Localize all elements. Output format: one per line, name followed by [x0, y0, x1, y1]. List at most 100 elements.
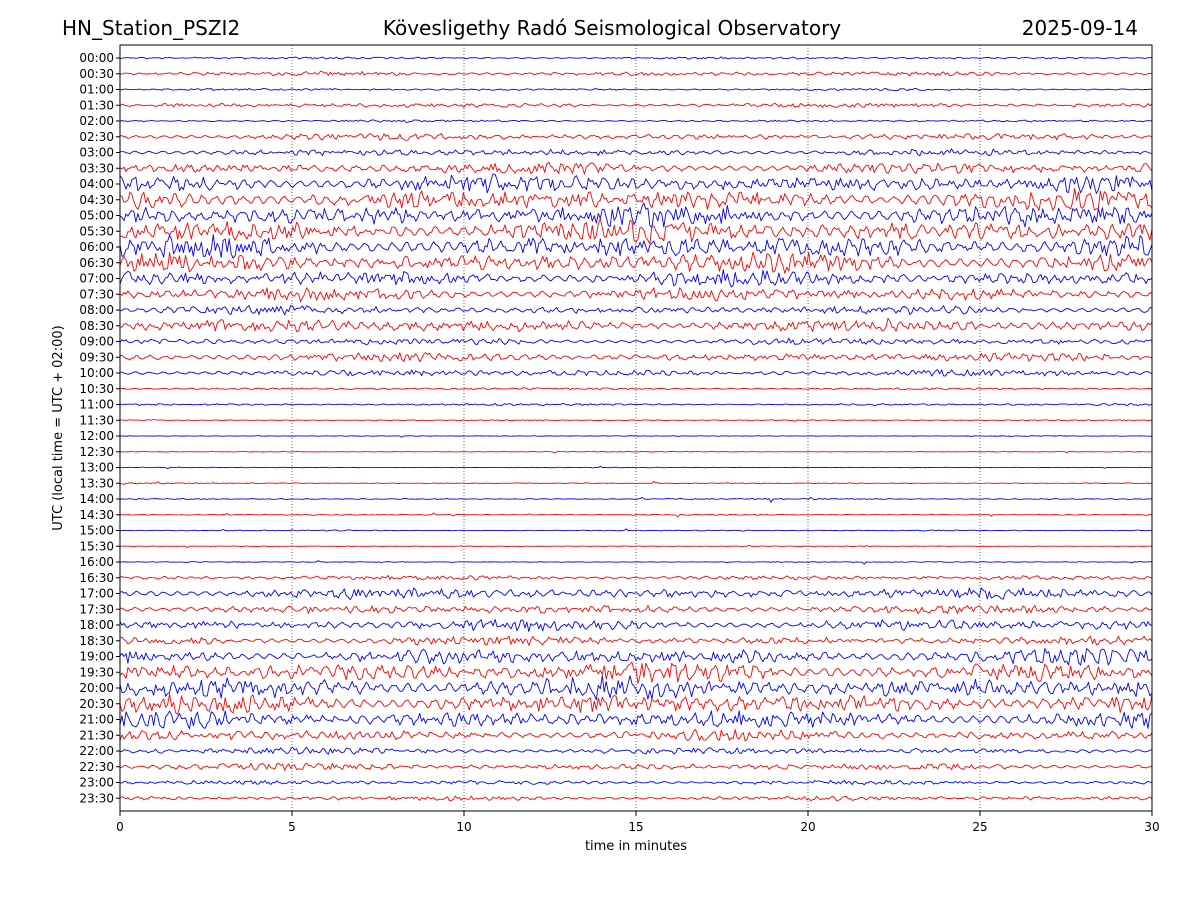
seismic-trace: [119, 133, 1153, 141]
seismic-trace: [119, 574, 1153, 581]
y-tick-label: 08:30: [79, 319, 114, 333]
x-tick-label: 15: [628, 820, 643, 834]
y-tick-label: 01:00: [79, 83, 114, 97]
y-tick-label: 23:30: [79, 791, 114, 805]
seismic-trace: [119, 418, 1153, 422]
y-tick-label: 17:30: [79, 602, 114, 616]
seismic-trace: [119, 102, 1153, 108]
y-tick-label: 21:00: [79, 713, 114, 727]
seismic-trace: [119, 161, 1153, 175]
y-tick-label: 15:00: [79, 524, 114, 538]
y-tick-label: 15:30: [79, 539, 114, 553]
y-tick-label: 17:00: [79, 587, 114, 601]
x-tick-label: 0: [116, 820, 124, 834]
seismic-trace: [119, 251, 1153, 274]
y-tick-label: 05:30: [79, 224, 114, 238]
y-tick-label: 10:30: [79, 382, 114, 396]
y-tick-label: 02:30: [79, 130, 114, 144]
y-tick-label: 14:00: [79, 492, 114, 506]
seismic-trace: [119, 465, 1153, 470]
observatory-title: Kövesligethy Radó Seismological Observat…: [383, 16, 841, 40]
y-tick-label: 11:30: [79, 413, 114, 427]
y-tick-label: 22:30: [79, 760, 114, 774]
seismic-trace: [119, 661, 1153, 684]
seismic-trace: [119, 70, 1153, 77]
seismic-trace: [119, 728, 1153, 742]
y-tick-label: 05:00: [79, 209, 114, 223]
y-tick-label: 16:30: [79, 571, 114, 585]
y-tick-label: 02:00: [79, 114, 114, 128]
y-tick-label: 06:30: [79, 256, 114, 270]
x-axis-label: time in minutes: [585, 839, 687, 854]
x-tick-label: 5: [288, 820, 296, 834]
seismic-trace: [119, 528, 1153, 532]
y-tick-label: 04:30: [79, 193, 114, 207]
seismic-trace: [119, 587, 1153, 601]
y-axis-label: UTC (local time = UTC + 02:00): [51, 325, 66, 530]
vertical-grid: [291, 45, 981, 811]
seismic-trace: [119, 369, 1153, 377]
date-title: 2025-09-14: [1022, 16, 1138, 40]
seismic-trace: [119, 560, 1153, 565]
x-tick-label: 20: [800, 820, 815, 834]
seismic-trace: [119, 173, 1153, 194]
y-tick-label: 16:00: [79, 555, 114, 569]
seismic-trace: [119, 337, 1153, 346]
y-tick-label: 20:00: [79, 681, 114, 695]
seismic-trace: [119, 762, 1153, 771]
y-tick-label: 14:30: [79, 508, 114, 522]
seismic-trace: [119, 218, 1153, 245]
y-tick-label: 07:30: [79, 287, 114, 301]
seismic-trace: [119, 387, 1153, 391]
seismic-trace: [119, 202, 1153, 229]
seismic-trace: [119, 746, 1153, 755]
x-tick-label: 30: [1144, 820, 1159, 834]
seismic-trace: [119, 119, 1153, 123]
y-tick-label: 23:00: [79, 776, 114, 790]
seismic-trace: [119, 435, 1153, 438]
x-tick-label: 25: [972, 820, 987, 834]
plot-frame: [119, 44, 1153, 812]
x-tick-label: 10: [456, 820, 471, 834]
y-tick-label: 08:00: [79, 303, 114, 317]
seismic-trace: [119, 56, 1153, 60]
seismic-trace: [119, 87, 1153, 92]
seismic-trace: [119, 287, 1153, 303]
x-axis-ticks: 0 5 10 15 20 25 30: [116, 811, 1160, 834]
y-tick-label: 04:00: [79, 177, 114, 191]
seismic-trace: [119, 480, 1153, 485]
y-tick-label: 19:00: [79, 650, 114, 664]
y-tick-label: 10:00: [79, 366, 114, 380]
seismic-trace: [119, 635, 1153, 646]
seismic-trace: [119, 710, 1153, 730]
y-tick-label: 20:30: [79, 697, 114, 711]
seismic-trace: [119, 648, 1153, 666]
y-tick-label: 13:00: [79, 461, 114, 475]
y-tick-label: 12:30: [79, 445, 114, 459]
seismic-trace: [119, 674, 1153, 701]
y-tick-label: 01:30: [79, 98, 114, 112]
seismic-trace: [119, 619, 1153, 632]
seismic-trace: [119, 234, 1153, 259]
y-tick-label: 11:00: [79, 398, 114, 412]
seismic-trace: [119, 352, 1153, 363]
seismic-trace: [119, 188, 1153, 212]
y-tick-label: 00:30: [79, 67, 114, 81]
seismic-trace: [119, 693, 1153, 715]
y-tick-label: 13:30: [79, 476, 114, 490]
seismic-trace: [119, 779, 1153, 786]
seismic-trace: [119, 604, 1153, 615]
y-tick-label: 09:30: [79, 350, 114, 364]
y-tick-label: 21:30: [79, 728, 114, 742]
y-tick-label: 12:00: [79, 429, 114, 443]
y-tick-label: 00:00: [79, 51, 114, 65]
y-tick-label: 18:30: [79, 634, 114, 648]
y-tick-label: 03:00: [79, 146, 114, 160]
seismic-trace: [119, 450, 1153, 454]
y-tick-label: 19:30: [79, 665, 114, 679]
y-tick-label: 03:30: [79, 161, 114, 175]
seismic-trace: [119, 512, 1153, 518]
seismic-trace: [119, 304, 1153, 316]
